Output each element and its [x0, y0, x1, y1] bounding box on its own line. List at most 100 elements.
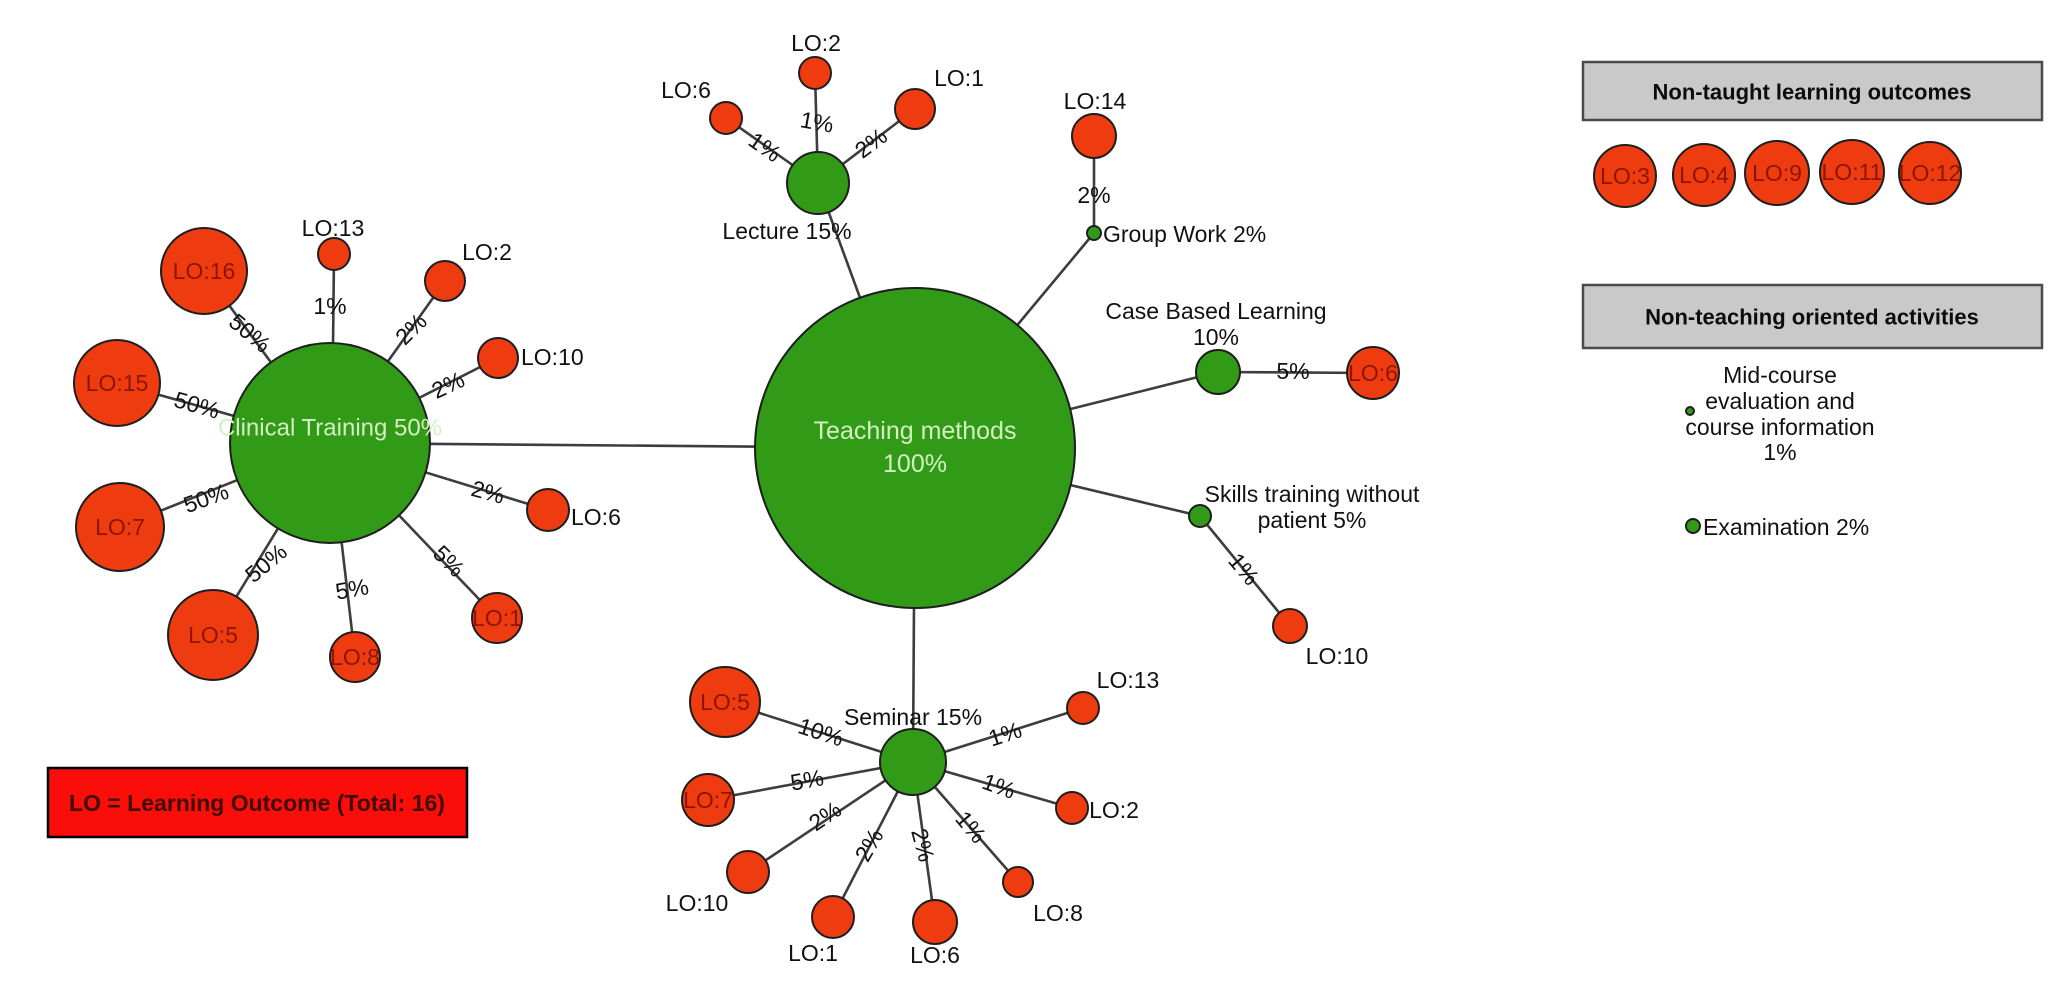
case-based-learning-node — [1195, 349, 1241, 395]
lo8-label-clinical: LO:8 — [330, 644, 380, 670]
lo12-label: LO:12 — [1899, 160, 1962, 186]
lo6-label-lecture: LO:6 — [661, 77, 711, 103]
lo8-node-seminar — [1002, 866, 1034, 898]
clinical-training-node — [229, 342, 431, 544]
lo6-node-clinical — [526, 488, 570, 532]
lo13-label-clinical: LO:13 — [302, 215, 365, 241]
mid-course-node — [1685, 406, 1695, 416]
lo6-node-seminar — [912, 899, 958, 945]
lo2-node-clinical — [424, 260, 466, 302]
case-based-learning-cluster: Case Based Learning 10% LO:6 5% — [1105, 298, 1400, 400]
seminar-node — [879, 728, 947, 796]
lo2-label-seminar: LO:2 — [1089, 797, 1139, 823]
pct-clinical-lo13: 1% — [313, 293, 346, 319]
group-work-node — [1086, 225, 1102, 241]
legend-box-group: LO = Learning Outcome (Total: 16) — [46, 766, 469, 839]
lo15-node-clinical — [73, 339, 161, 427]
edge-seminar-lo7 — [707, 760, 914, 802]
pct-seminar-lo2: 1% — [979, 768, 1019, 804]
lo10-label-clinical: LO:10 — [521, 344, 584, 370]
lo12-node-nontaught — [1898, 141, 1962, 205]
lo1-node-lecture — [894, 88, 936, 130]
lo15-label: LO:15 — [86, 370, 149, 396]
edge-skills-lo10 — [1198, 515, 1292, 627]
skills-training-node — [1188, 504, 1212, 528]
pct-seminar-lo5: 10% — [795, 713, 847, 752]
lo6-label-clinical: LO:6 — [571, 504, 621, 530]
lo6-node-casebased — [1346, 346, 1400, 400]
lo13-node-clinical — [317, 237, 351, 271]
lecture-node — [786, 151, 850, 215]
pct-casebased-lo6: 5% — [1276, 358, 1309, 384]
pct-clinical-lo6: 2% — [469, 475, 508, 509]
pct-groupwork-lo14: 2% — [1077, 182, 1110, 208]
seminar-label: Seminar 15% — [844, 704, 982, 730]
lo13-node-seminar — [1066, 691, 1100, 725]
non-teaching-title-box — [1581, 283, 2044, 350]
mid-course-label-line4: 1% — [1763, 439, 1796, 465]
lo8-label-seminar: LO:8 — [1033, 900, 1083, 926]
clinical-training-cluster: Clinical Training 50% LO:16 50% LO:13 1%… — [73, 215, 621, 683]
lo10-node-clinical — [477, 337, 519, 379]
lo10-node-seminar — [726, 850, 770, 894]
lo2-node-lecture — [798, 56, 832, 90]
lo2-label-clinical: LO:2 — [462, 239, 512, 265]
pct-seminar-lo6: 2% — [906, 826, 940, 865]
lo14-node-groupwork — [1071, 113, 1117, 159]
teaching-methods-cluster: Teaching methods 100% — [754, 287, 1076, 609]
lo9-label: LO:9 — [1752, 160, 1802, 186]
lo13-label-seminar: LO:13 — [1097, 667, 1160, 693]
pct-clinical-lo10: 2% — [427, 366, 468, 404]
pct-clinical-lo1: 5% — [428, 540, 470, 582]
examination-label: Examination 2% — [1703, 514, 1869, 540]
pct-clinical-lo2: 2% — [390, 308, 432, 350]
lo2-label-lecture: LO:2 — [791, 30, 841, 56]
mid-course-label-line3: course information — [1685, 414, 1874, 440]
examination-node — [1685, 518, 1701, 534]
teaching-methods-label-line1: Teaching methods — [814, 417, 1017, 445]
pct-clinical-lo7: 50% — [180, 478, 232, 518]
teaching-methods-label-line2: 100% — [883, 450, 947, 478]
skills-training-cluster: Skills training without patient 5% LO:10… — [1188, 481, 1420, 669]
legend-red-box — [46, 766, 469, 839]
non-taught-title: Non-taught learning outcomes — [1653, 80, 1972, 105]
lo7-node-clinical — [75, 482, 165, 572]
mid-course-label-line1: Mid-course — [1723, 362, 1837, 388]
lo10-node-skills — [1272, 608, 1308, 644]
lo6-node-lecture — [709, 101, 743, 135]
lo10-label-skills: LO:10 — [1306, 643, 1369, 669]
lo1-node-clinical — [471, 592, 523, 644]
pct-seminar-lo7: 5% — [788, 764, 825, 795]
pct-lecture-lo6: 1% — [744, 127, 786, 167]
lo4-node-nontaught — [1672, 143, 1736, 207]
lecture-label: Lecture 15% — [722, 218, 851, 244]
pct-seminar-lo13: 1% — [985, 716, 1025, 751]
lo10-label-seminar: LO:10 — [666, 890, 729, 916]
clinical-training-label: Clinical Training 50% — [218, 415, 442, 442]
lo11-node-nontaught — [1819, 139, 1885, 205]
group-work-label: Group Work 2% — [1103, 221, 1266, 247]
pct-clinical-lo16: 50% — [224, 308, 276, 358]
lo14-label: LO:14 — [1064, 88, 1127, 114]
lo7-node-seminar — [681, 773, 735, 827]
non-taught-panel: Non-taught learning outcomes LO:3 LO:4 L… — [1581, 60, 2044, 208]
pct-skills-lo10: 1% — [1223, 548, 1264, 590]
non-teaching-title: Non-teaching oriented activities — [1645, 305, 1979, 330]
lo5-node-seminar — [689, 666, 761, 738]
skills-label-line1: Skills training without — [1205, 481, 1420, 507]
pct-clinical-lo15: 50% — [171, 386, 222, 424]
lo4-label: LO:4 — [1679, 162, 1729, 188]
lo1-label-lecture: LO:1 — [934, 65, 984, 91]
skills-label-line2: patient 5% — [1258, 507, 1367, 533]
lo6-label-casebased: LO:6 — [1348, 360, 1398, 386]
non-taught-title-box — [1581, 60, 2044, 122]
lo9-node-nontaught — [1744, 140, 1810, 206]
pct-clinical-lo8: 5% — [333, 573, 370, 604]
seminar-cluster: Seminar 15% LO:5 10% LO:7 5% LO:10 2% LO… — [666, 666, 1160, 968]
lo5-node-clinical — [167, 589, 259, 681]
lo5-label-seminar: LO:5 — [700, 689, 750, 715]
case-based-label-line2: 10% — [1193, 324, 1239, 350]
lo6-label-seminar: LO:6 — [910, 942, 960, 968]
